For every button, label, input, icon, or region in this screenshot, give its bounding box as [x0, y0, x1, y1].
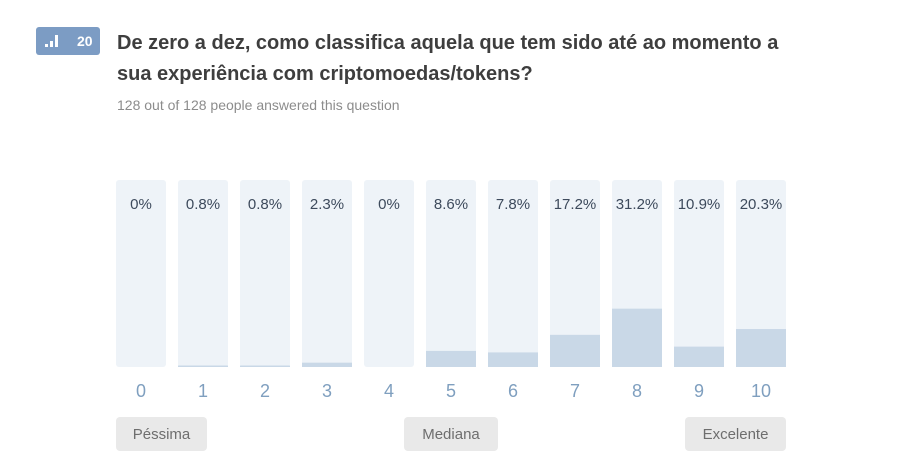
category-label-9: 9: [694, 381, 704, 401]
bar-chart-icon: [45, 35, 58, 47]
bar-10: [736, 329, 786, 367]
bar-track-4: [364, 180, 414, 367]
scale-label-mid: Mediana: [404, 417, 498, 451]
value-label-7: 17.2%: [554, 196, 597, 213]
category-label-1: 1: [198, 381, 208, 401]
category-label-10: 10: [751, 381, 771, 401]
value-label-9: 10.9%: [678, 196, 721, 213]
value-label-3: 2.3%: [310, 196, 344, 213]
category-label-4: 4: [384, 381, 394, 401]
answered-count: 128 out of 128 people answered this ques…: [117, 97, 400, 113]
category-label-7: 7: [570, 381, 580, 401]
value-label-2: 0.8%: [248, 196, 282, 213]
rating-bar-chart: 0% 0 0.8% 1 0.8% 2 2.3% 3 0% 4 8.6% 5 7.8% 6 17.2% 7 31.…: [116, 180, 786, 401]
category-label-6: 6: [508, 381, 518, 401]
question-number: 20: [77, 33, 93, 49]
category-label-0: 0: [136, 381, 146, 401]
bar-9: [674, 346, 724, 367]
value-label-4: 0%: [378, 196, 400, 213]
bar-5: [426, 350, 476, 367]
value-label-10: 20.3%: [740, 196, 783, 213]
bar-track-3: [302, 180, 352, 367]
bar-2: [240, 365, 290, 367]
scale-label-low: Péssima: [116, 417, 207, 451]
value-label-0: 0%: [130, 196, 152, 213]
bar-3: [302, 362, 352, 367]
bar-8: [612, 308, 662, 367]
bar-track-6: [488, 180, 538, 367]
value-label-1: 0.8%: [186, 196, 220, 213]
bar-6: [488, 352, 538, 367]
question-number-badge: 20: [36, 27, 100, 55]
bar-track-5: [426, 180, 476, 367]
question-title: De zero a dez, como classifica aquela qu…: [117, 32, 779, 85]
bar-track-10: [736, 180, 786, 367]
value-label-5: 8.6%: [434, 196, 468, 213]
category-label-3: 3: [322, 381, 332, 401]
bar-track-0: [116, 180, 166, 367]
bar-1: [178, 365, 228, 367]
bar-7: [550, 334, 600, 367]
value-label-6: 7.8%: [496, 196, 530, 213]
value-label-8: 31.2%: [616, 196, 659, 213]
scale-label-high: Excelente: [685, 417, 786, 451]
bar-track-9: [674, 180, 724, 367]
category-label-8: 8: [632, 381, 642, 401]
bar-track-2: [240, 180, 290, 367]
category-label-2: 2: [260, 381, 270, 401]
bar-track-1: [178, 180, 228, 367]
bar-track-7: [550, 180, 600, 367]
category-label-5: 5: [446, 381, 456, 401]
